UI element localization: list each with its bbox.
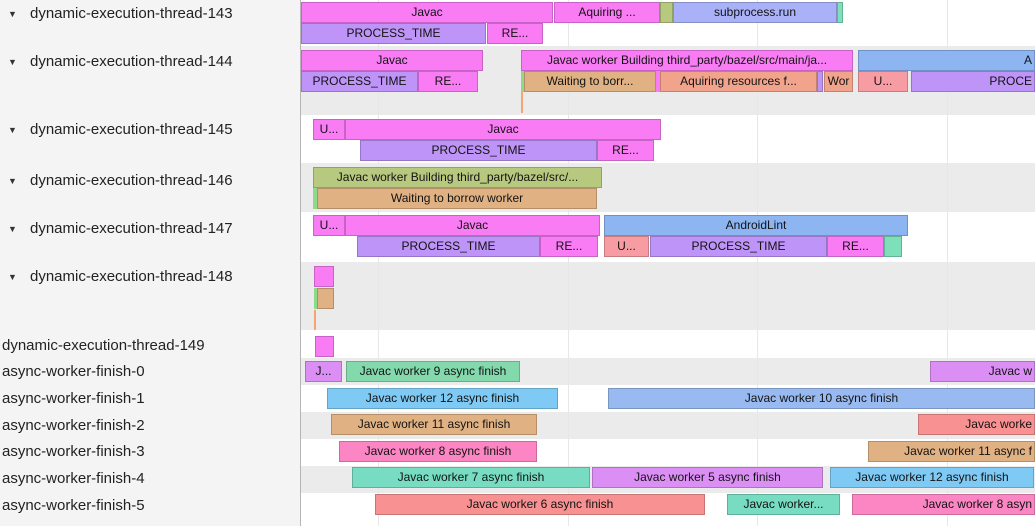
trace-slice-javac-worker-8-asyn[interactable]: Javac worker 8 asyn [852, 494, 1035, 515]
trace-slice-u[interactable]: U... [313, 119, 345, 140]
track-name-label: dynamic-execution-thread-147 [30, 220, 233, 237]
collapse-triangle-icon[interactable]: ▼ [8, 272, 17, 282]
trace-slice-wor[interactable]: Wor [824, 71, 853, 92]
trace-slice[interactable] [660, 2, 673, 23]
track-name-label: async-worker-finish-5 [2, 497, 145, 514]
trace-slice-subprocess-run[interactable]: subprocess.run [673, 2, 837, 23]
track-name-label: async-worker-finish-1 [2, 390, 145, 407]
trace-slice[interactable] [317, 288, 334, 309]
trace-slice-re[interactable]: RE... [540, 236, 598, 257]
trace-slice-javac-worker-building-third-party-bazel-src-main-ja[interactable]: Javac worker Building third_party/bazel/… [521, 50, 853, 71]
time-gridline-1 [568, 0, 569, 526]
track-header-async-worker-finish-0[interactable]: async-worker-finish-0 [0, 362, 302, 382]
trace-slice-waiting-to-borrow-worker[interactable]: Waiting to borrow worker [317, 188, 597, 209]
trace-slice-javac-worker-11-async-finish[interactable]: Javac worker 11 async finish [331, 414, 537, 435]
trace-slice-javac-worker-12-async-finish[interactable]: Javac worker 12 async finish [830, 467, 1034, 488]
trace-slice-proce[interactable]: PROCE [911, 71, 1035, 92]
trace-slice-a[interactable]: A [858, 50, 1035, 71]
trace-slice-javac[interactable]: Javac [301, 2, 553, 23]
trace-slice[interactable] [521, 92, 523, 113]
collapse-triangle-icon[interactable]: ▼ [8, 9, 17, 19]
trace-slice-javac-worker-9-async-finish[interactable]: Javac worker 9 async finish [346, 361, 520, 382]
track-name-sidebar: ▼ dynamic-execution-thread-143 ▼ dynamic-ex… [0, 0, 301, 526]
track-name-label: async-worker-finish-2 [2, 417, 145, 434]
track-header-dynamic-execution-thread-147[interactable]: ▼ dynamic-execution-thread-147 [0, 219, 300, 239]
trace-slice[interactable] [521, 71, 524, 92]
trace-slice[interactable] [837, 2, 843, 23]
trace-slice-javac-worker-building-third-party-bazel-src[interactable]: Javac worker Building third_party/bazel/… [313, 167, 602, 188]
trace-slice-javac[interactable]: Javac [345, 119, 661, 140]
trace-slice-javac-worker[interactable]: Javac worker... [727, 494, 840, 515]
trace-slice-re[interactable]: RE... [597, 140, 654, 161]
track-header-async-worker-finish-3[interactable]: async-worker-finish-3 [0, 442, 302, 462]
track-header-dynamic-execution-thread-146[interactable]: ▼ dynamic-execution-thread-146 [0, 171, 300, 191]
time-gridline-2 [757, 0, 758, 526]
track-header-dynamic-execution-thread-143[interactable]: ▼ dynamic-execution-thread-143 [0, 4, 300, 24]
trace-slice[interactable] [817, 71, 823, 92]
trace-slice-process-time[interactable]: PROCESS_TIME [301, 23, 486, 44]
trace-slice-javac-worker-7-async-finish[interactable]: Javac worker 7 async finish [352, 467, 590, 488]
trace-slice[interactable] [314, 266, 334, 287]
trace-slice-javac-worker-5-async-finish[interactable]: Javac worker 5 async finish [592, 467, 823, 488]
trace-slice-javac[interactable]: Javac [301, 50, 483, 71]
trace-slice-re[interactable]: RE... [487, 23, 543, 44]
track-name-label: dynamic-execution-thread-146 [30, 172, 233, 189]
trace-slice-javac-worker-12-async-finish[interactable]: Javac worker 12 async finish [327, 388, 558, 409]
trace-slice-javac[interactable]: Javac [345, 215, 600, 236]
trace-slice-javac-worker-11-async-f[interactable]: Javac worker 11 async f [868, 441, 1035, 462]
trace-slice-aquiring-resources-f[interactable]: Aquiring resources f... [660, 71, 817, 92]
track-name-label: dynamic-execution-thread-144 [30, 53, 233, 70]
trace-slice-re[interactable]: RE... [418, 71, 478, 92]
trace-slice-u[interactable]: U... [604, 236, 649, 257]
trace-slice[interactable] [314, 310, 316, 330]
trace-slice[interactable] [314, 288, 317, 309]
trace-slice-j[interactable]: J... [305, 361, 342, 382]
time-gridline-0 [378, 0, 379, 526]
track-header-dynamic-execution-thread-144[interactable]: ▼ dynamic-execution-thread-144 [0, 52, 300, 72]
track-name-label: dynamic-execution-thread-148 [30, 268, 233, 285]
time-gridline-3 [947, 0, 948, 526]
trace-slice-javac-worker-6-async-finish[interactable]: Javac worker 6 async finish [375, 494, 705, 515]
trace-slice-process-time[interactable]: PROCESS_TIME [650, 236, 827, 257]
trace-slice-u[interactable]: U... [313, 215, 345, 236]
track-name-label: dynamic-execution-thread-145 [30, 121, 233, 138]
trace-slice-javac-worke[interactable]: Javac worke [918, 414, 1035, 435]
trace-slice-u[interactable]: U... [858, 71, 908, 92]
track-header-async-worker-finish-4[interactable]: async-worker-finish-4 [0, 469, 302, 489]
trace-slice-javac-w[interactable]: Javac w [930, 361, 1035, 382]
collapse-triangle-icon[interactable]: ▼ [8, 125, 17, 135]
track-name-label: async-worker-finish-0 [2, 363, 145, 380]
collapse-triangle-icon[interactable]: ▼ [8, 224, 17, 234]
trace-slice-waiting-to-borr[interactable]: Waiting to borr... [524, 71, 656, 92]
track-header-async-worker-finish-2[interactable]: async-worker-finish-2 [0, 416, 302, 436]
trace-slice[interactable] [313, 188, 317, 209]
trace-slice-javac-worker-10-async-finish[interactable]: Javac worker 10 async finish [608, 388, 1035, 409]
trace-slice-re[interactable]: RE... [827, 236, 884, 257]
trace-slice[interactable] [884, 236, 902, 257]
track-header-async-worker-finish-5[interactable]: async-worker-finish-5 [0, 496, 302, 516]
trace-slice[interactable] [315, 336, 334, 357]
track-header-dynamic-execution-thread-145[interactable]: ▼ dynamic-execution-thread-145 [0, 120, 300, 140]
track-header-async-worker-finish-1[interactable]: async-worker-finish-1 [0, 389, 302, 409]
collapse-triangle-icon[interactable]: ▼ [8, 57, 17, 67]
track-name-label: dynamic-execution-thread-143 [30, 5, 233, 22]
trace-slice-javac-worker-8-async-finish[interactable]: Javac worker 8 async finish [339, 441, 537, 462]
track-band-dynamic-execution-thread-148 [301, 262, 1035, 330]
track-header-dynamic-execution-thread-149[interactable]: dynamic-execution-thread-149 [0, 336, 302, 356]
trace-slice-aquiring[interactable]: Aquiring ... [554, 2, 660, 23]
trace-slice-androidlint[interactable]: AndroidLint [604, 215, 908, 236]
trace-slice-process-time[interactable]: PROCESS_TIME [360, 140, 597, 161]
collapse-triangle-icon[interactable]: ▼ [8, 176, 17, 186]
track-name-label: async-worker-finish-3 [2, 443, 145, 460]
trace-slice-process-time[interactable]: PROCESS_TIME [357, 236, 540, 257]
trace-slice-process-time[interactable]: PROCESS_TIME [301, 71, 418, 92]
track-name-label: async-worker-finish-4 [2, 470, 145, 487]
track-name-label: dynamic-execution-thread-149 [2, 337, 205, 354]
track-header-dynamic-execution-thread-148[interactable]: ▼ dynamic-execution-thread-148 [0, 267, 300, 287]
trace-slice[interactable] [656, 71, 660, 92]
